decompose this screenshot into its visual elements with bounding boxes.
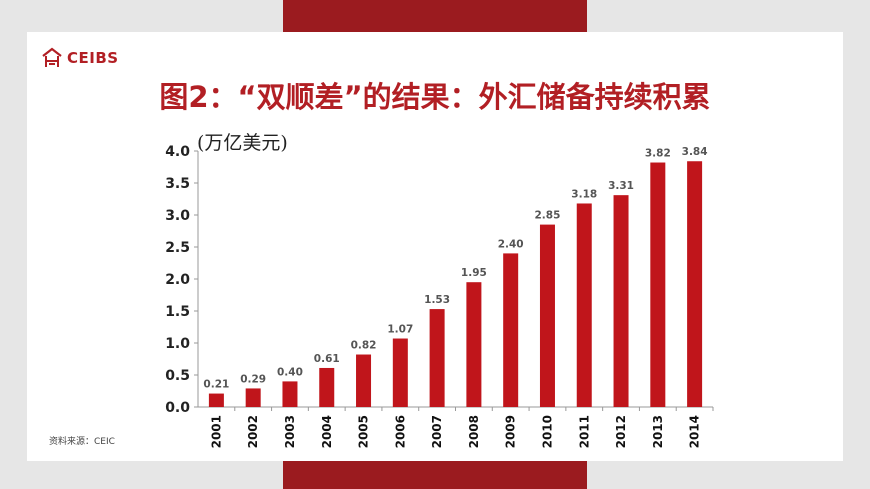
x-tick-label-2007: 2007	[430, 415, 444, 448]
ceibs-logo: CEIBS	[41, 46, 119, 70]
data-label-2014: 3.84	[682, 146, 708, 158]
x-tick-label-2006: 2006	[393, 415, 407, 448]
data-label-2009: 2.40	[498, 238, 524, 250]
slide-title: 图2：“双顺差”的结果：外汇储备持续积累	[159, 80, 711, 114]
y-tick-label: 1.0	[165, 336, 190, 352]
data-label-2008: 1.95	[461, 267, 487, 279]
x-tick-label-2004: 2004	[320, 415, 334, 448]
bottom-accent-bar	[283, 461, 587, 489]
data-label-2010: 2.85	[535, 210, 561, 222]
bar-2013	[650, 162, 666, 407]
ceibs-logo-icon	[42, 47, 62, 67]
x-tick-label-2002: 2002	[246, 415, 260, 448]
y-tick-label: 2.5	[165, 240, 190, 256]
x-tick-label-2009: 2009	[504, 415, 518, 448]
data-label-2004: 0.61	[314, 353, 340, 365]
data-label-2013: 3.82	[645, 148, 671, 160]
data-label-2001: 0.21	[203, 379, 229, 391]
x-tick-label-2008: 2008	[467, 415, 481, 448]
x-tick-label-2012: 2012	[614, 415, 628, 448]
data-label-2006: 1.07	[387, 324, 413, 336]
data-label-2003: 0.40	[277, 366, 303, 378]
data-label-2007: 1.53	[424, 294, 450, 306]
y-tick-label: 4.0	[165, 144, 190, 160]
bar-chart: 0.0 0.5 1.0 1.5 2.0 2.5 3.0 3.5 4.0 0.21 2001 0.29 2…	[165, 144, 714, 448]
bar-2006	[392, 338, 408, 407]
x-tick-label-2003: 2003	[283, 415, 297, 448]
data-label-2005: 0.82	[351, 340, 377, 352]
bar-2014	[687, 161, 703, 407]
bar-2009	[503, 253, 519, 407]
unit-label: (万亿美元)	[197, 132, 288, 154]
bar-2002	[245, 388, 261, 407]
x-tick-label-2011: 2011	[577, 415, 591, 448]
slide: CEIBS 图2：“双顺差”的结果：外汇储备持续积累 (万亿美元) 资料来源：C…	[27, 32, 843, 461]
bar-2010	[539, 224, 555, 407]
bar-2003	[282, 381, 298, 407]
source-note: 资料来源：CEIC	[49, 437, 115, 447]
bar-2012	[613, 195, 629, 407]
y-tick-label: 3.5	[165, 176, 190, 192]
logo-text: CEIBS	[67, 49, 119, 67]
x-tick-label-2013: 2013	[651, 415, 665, 448]
x-tick-label-2005: 2005	[357, 415, 371, 448]
y-tick-label: 1.5	[165, 304, 190, 320]
y-tick-label: 3.0	[165, 208, 190, 224]
x-tick-label-2010: 2010	[540, 415, 554, 448]
x-tick-label-2014: 2014	[688, 415, 702, 448]
bar-2005	[356, 354, 372, 407]
bar-2004	[319, 367, 335, 407]
top-accent-bar	[283, 0, 587, 32]
y-tick-label: 0.0	[165, 400, 190, 416]
bar-2001	[208, 393, 224, 407]
y-tick-label: 2.0	[165, 272, 190, 288]
x-tick-label-2001: 2001	[209, 415, 223, 448]
bar-2008	[466, 282, 482, 407]
data-label-2012: 3.31	[608, 180, 634, 192]
y-tick-label: 0.5	[165, 368, 190, 384]
bar-2007	[429, 309, 445, 407]
bar-2011	[576, 203, 592, 407]
data-label-2002: 0.29	[240, 373, 266, 385]
data-label-2011: 3.18	[571, 188, 597, 200]
